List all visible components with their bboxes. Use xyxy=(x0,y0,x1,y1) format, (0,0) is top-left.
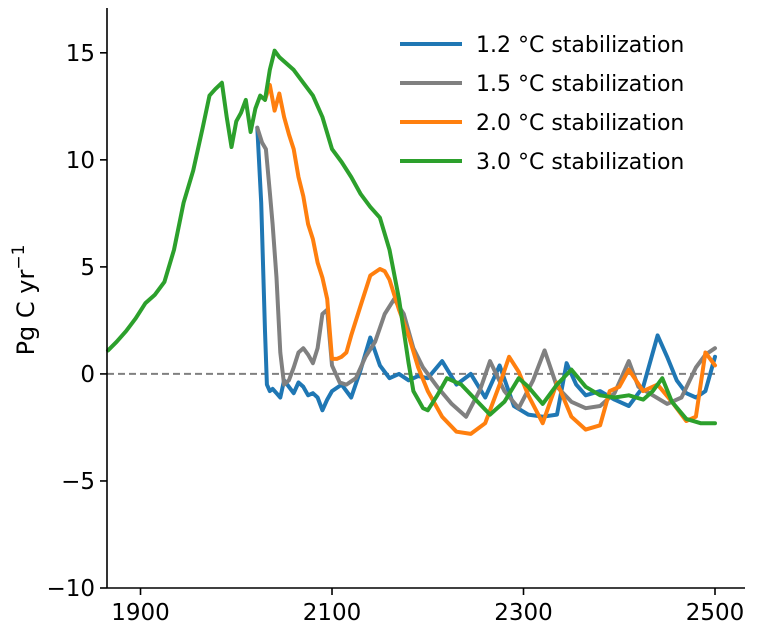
x-tick-label: 2300 xyxy=(494,600,553,626)
x-tick-label: 2100 xyxy=(303,600,362,626)
y-tick-label: 5 xyxy=(80,255,95,281)
series-layer xyxy=(106,48,717,436)
y-tick-label: 10 xyxy=(66,148,95,174)
y-tick-label: 0 xyxy=(80,362,95,388)
x-tick-label: 1900 xyxy=(111,600,170,626)
legend-label-3: 2.0 °C stabilization xyxy=(476,111,684,136)
legend: 1.2 °C stabilization 1.5 °C stabilization… xyxy=(400,33,684,175)
y-axis-label: Pg C yr−1 xyxy=(9,245,40,356)
series-line-4 xyxy=(106,48,717,426)
y-tick-label: −10 xyxy=(46,576,95,602)
axes-layer: −10 −5 0 5 10 15 1900 2100 2300 2500 Pg C yr−1 xyxy=(9,8,745,626)
legend-label-2: 1.5 °C stabilization xyxy=(476,72,684,97)
y-tick-label: −5 xyxy=(61,469,95,495)
series-line-3 xyxy=(263,82,717,436)
legend-label-4: 3.0 °C stabilization xyxy=(476,150,684,175)
x-tick-label: 2500 xyxy=(686,600,745,626)
y-tick-label: 15 xyxy=(66,41,95,67)
legend-label-1: 1.2 °C stabilization xyxy=(476,33,684,58)
